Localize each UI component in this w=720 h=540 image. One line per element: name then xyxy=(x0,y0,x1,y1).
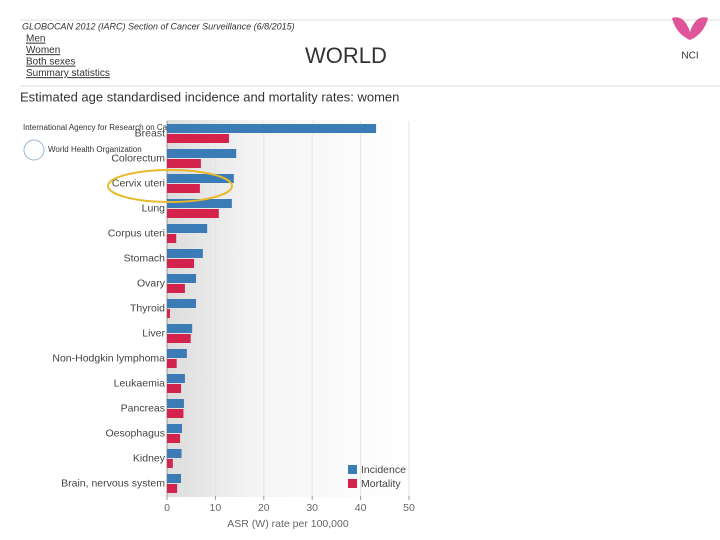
x-tick-label: 20 xyxy=(258,502,270,514)
bar xyxy=(167,459,173,468)
bar xyxy=(167,399,184,408)
bar xyxy=(167,284,185,293)
logo-text: NCI xyxy=(681,51,698,62)
bar xyxy=(167,449,182,458)
bar xyxy=(167,374,185,383)
nav-link: Summary statistics xyxy=(26,68,110,79)
bar xyxy=(167,224,208,233)
bar xyxy=(167,424,183,433)
source: GLOBOCAN 2012 (IARC) Section of Cancer S… xyxy=(22,21,295,31)
bar xyxy=(167,184,200,193)
who-logo xyxy=(23,139,45,161)
bar xyxy=(167,474,182,483)
chart-title: Estimated age standardised incidence and… xyxy=(20,89,399,104)
nav-link: Both sexes xyxy=(26,57,75,68)
bar xyxy=(167,434,181,443)
bar xyxy=(167,309,170,318)
bar xyxy=(167,249,203,258)
x-tick-label: 10 xyxy=(210,502,222,514)
x-axis-label: ASR (W) rate per 100,000 xyxy=(227,518,349,530)
category-label: Non-Hodgkin lymphoma xyxy=(52,352,165,364)
category-label: Colorectum xyxy=(111,152,165,164)
category-label: Stomach xyxy=(124,252,166,264)
region-title: WORLD xyxy=(305,43,387,68)
x-tick-label: 50 xyxy=(403,502,415,514)
bar xyxy=(167,199,232,208)
highlight-ellipse xyxy=(107,169,233,203)
bar xyxy=(167,334,191,343)
bar xyxy=(167,234,177,243)
bar xyxy=(167,359,177,368)
category-label: Leukaemia xyxy=(114,377,166,389)
chart: 0 10 20 30 40 50 ASR (W) rate per 100,000 Breas… xyxy=(52,121,415,530)
bar xyxy=(167,349,187,358)
category-label: Corpus uteri xyxy=(108,227,165,239)
category-label: Breast xyxy=(135,127,165,139)
x-tick-label: 0 xyxy=(164,502,170,514)
bar xyxy=(167,134,229,143)
bar xyxy=(167,384,182,393)
bar xyxy=(167,149,237,158)
agency: International Agency for Research on Can… xyxy=(23,123,183,132)
legend-swatch xyxy=(348,479,357,488)
category-label: Oesophagus xyxy=(105,427,165,439)
legend-swatch xyxy=(348,465,357,474)
x-tick-label: 30 xyxy=(306,502,318,514)
bar xyxy=(167,324,193,333)
category-label: Lung xyxy=(142,202,166,214)
bar xyxy=(167,299,197,308)
x-tick-label: 40 xyxy=(355,502,367,514)
category-label: Ovary xyxy=(137,277,166,289)
bar xyxy=(167,209,219,218)
bar xyxy=(167,124,377,133)
who: World Health Organization xyxy=(48,145,142,154)
category-label: Kidney xyxy=(133,452,166,464)
category-label: Pancreas xyxy=(121,402,165,414)
category-label: Liver xyxy=(142,327,165,339)
bar xyxy=(167,259,195,268)
bar xyxy=(167,274,197,283)
bar xyxy=(167,484,178,493)
legend-label: Mortality xyxy=(361,478,401,490)
nav-link: Men xyxy=(26,34,45,45)
bar xyxy=(167,409,184,418)
bar xyxy=(167,174,234,183)
logo-mark xyxy=(672,17,708,40)
category-label: Cervix uteri xyxy=(112,177,165,189)
nav-link: Women xyxy=(26,45,60,56)
bar xyxy=(167,159,201,168)
category-label: Thyroid xyxy=(130,302,165,314)
category-label: Brain, nervous system xyxy=(61,477,165,489)
legend-label: Incidence xyxy=(361,464,406,476)
